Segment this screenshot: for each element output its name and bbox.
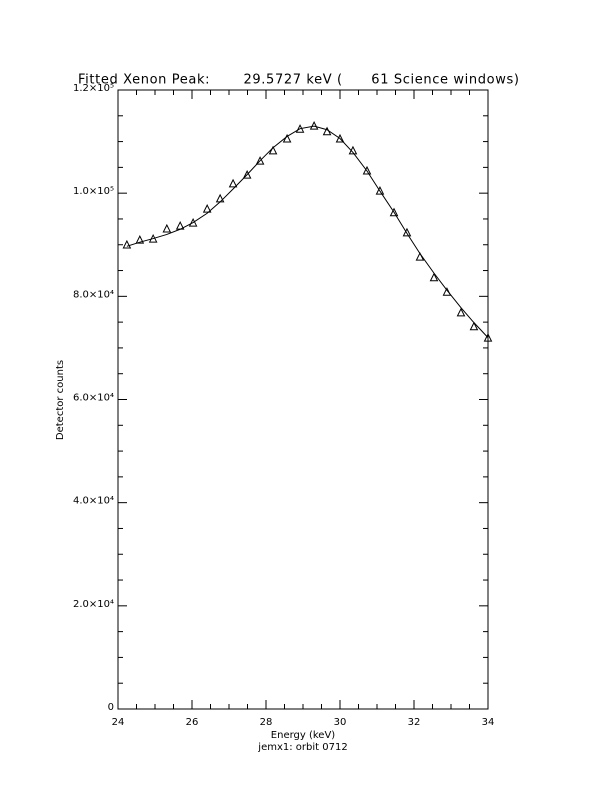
data-point — [202, 204, 212, 213]
data-point — [242, 169, 252, 179]
data-point — [282, 133, 292, 143]
data-point — [335, 133, 345, 143]
data-point — [135, 234, 145, 244]
data-point — [389, 207, 399, 217]
data-point — [483, 332, 493, 342]
data-point — [188, 217, 198, 227]
y-tick-label: 1.2×10⁵ — [73, 83, 114, 94]
y-tick-label: 0 — [108, 702, 114, 713]
data-point — [228, 178, 238, 188]
chart-title: Fitted Xenon Peak: 29.5727 keV ( 61 Scie… — [78, 73, 519, 88]
y-axis-label: Detector counts — [55, 360, 66, 440]
y-tick-label: 8.0×10⁴ — [73, 289, 114, 300]
x-axis-label: Energy (keV) — [271, 730, 336, 741]
data-point — [162, 223, 172, 233]
x-tick-label: 26 — [186, 717, 199, 728]
y-tick-label: 6.0×10⁴ — [73, 393, 114, 404]
data-point — [469, 321, 479, 331]
plot-frame — [117, 89, 489, 710]
data-point — [442, 287, 452, 296]
y-tick-label: 4.0×10⁴ — [73, 496, 114, 507]
x-tick-label: 24 — [112, 717, 125, 728]
x-tick-label: 32 — [408, 717, 421, 728]
data-point — [255, 156, 265, 165]
data-point — [122, 239, 132, 249]
y-tick-label: 2.0×10⁴ — [73, 599, 114, 610]
data-point — [309, 120, 319, 130]
data-point — [362, 165, 372, 175]
data-point — [429, 272, 439, 282]
fit-line — [126, 125, 489, 338]
x-tick-label: 30 — [334, 717, 347, 728]
x-tick-label: 28 — [260, 717, 273, 728]
data-point — [456, 307, 466, 317]
data-point — [268, 145, 278, 155]
x-tick-label: 34 — [482, 717, 495, 728]
data-point — [402, 227, 412, 237]
data-point — [215, 193, 225, 203]
footer: jemx1: orbit 0712 — [257, 742, 347, 753]
data-point — [375, 185, 385, 195]
y-tick-label: 1.0×10⁵ — [73, 186, 114, 197]
